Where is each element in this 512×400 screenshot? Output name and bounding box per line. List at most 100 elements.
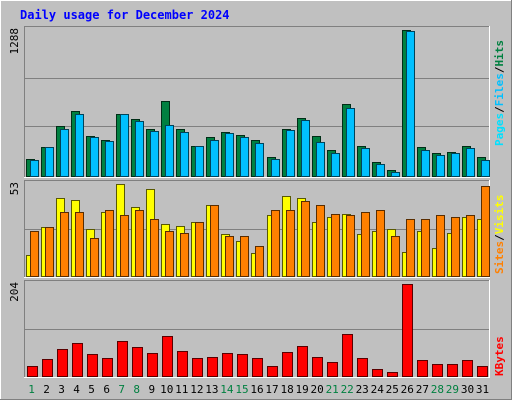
x-tick-30: 30 [461,383,474,396]
legend-bottom-part-0: KBytes [493,336,506,376]
bar-kbytes-3 [57,349,68,377]
bar-sites-29 [451,217,460,277]
bar-files-3 [60,129,69,177]
bar-kbytes-21 [327,362,338,377]
x-tick-8: 8 [133,383,140,396]
bar-files-24 [376,164,385,177]
bar-sites-2 [45,227,54,277]
legend-top-part-0: Pages [493,113,506,146]
bar-sites-8 [135,210,144,277]
x-tick-16: 16 [250,383,263,396]
bar-files-28 [436,155,445,177]
bar-kbytes-16 [252,358,263,377]
bar-sites-14 [225,236,234,277]
bar-files-19 [301,120,310,177]
bar-sites-20 [316,205,325,277]
bar-sites-24 [376,210,385,277]
bar-sites-18 [286,210,295,277]
x-tick-3: 3 [58,383,65,396]
bar-files-29 [451,153,460,177]
bar-kbytes-17 [267,366,278,377]
bar-files-18 [286,130,295,177]
x-tick-20: 20 [310,383,323,396]
bar-kbytes-5 [87,354,98,377]
bar-sites-3 [60,212,69,277]
legend-bottom: KBytes [493,336,506,376]
bar-kbytes-20 [312,357,323,377]
x-tick-6: 6 [103,383,110,396]
legend-top-part-2: Files [493,73,506,106]
bar-kbytes-7 [117,341,128,377]
bar-kbytes-28 [432,364,443,377]
bar-sites-5 [90,238,99,277]
bar-files-7 [120,114,129,177]
bar-sites-16 [255,246,264,277]
bar-files-8 [135,121,144,177]
bar-kbytes-2 [42,359,53,377]
legend-middle-part-0: Sites [493,241,506,274]
bar-kbytes-1 [27,366,38,377]
bar-files-13 [210,140,219,177]
bar-sites-12 [195,222,204,277]
y-max-label-bottom: 204 [8,282,21,302]
bar-files-5 [90,137,99,177]
bar-files-25 [391,172,400,177]
panel-bottom: 204 KBytes [8,280,506,378]
x-tick-28: 28 [431,383,444,396]
bar-sites-9 [150,219,159,277]
bar-kbytes-15 [237,354,248,377]
bar-kbytes-12 [192,358,203,377]
bar-files-15 [240,137,249,177]
x-tick-5: 5 [88,383,95,396]
bar-sites-21 [331,214,340,277]
legend-top-part-4: Hits [493,40,506,67]
bar-files-14 [225,133,234,177]
bar-files-31 [481,160,490,177]
x-tick-1: 1 [28,383,35,396]
bar-files-11 [180,132,189,177]
bar-sites-11 [180,233,189,277]
bar-sites-31 [481,186,490,277]
y-max-label-top: 1288 [8,28,21,55]
bar-kbytes-29 [447,364,458,377]
bar-sites-27 [421,219,430,277]
bar-files-22 [346,108,355,177]
bar-sites-17 [271,210,280,277]
bar-kbytes-14 [222,353,233,377]
bar-sites-25 [391,236,400,277]
bar-files-9 [150,131,159,177]
bar-kbytes-11 [177,351,188,377]
x-tick-11: 11 [175,383,188,396]
x-tick-13: 13 [205,383,218,396]
legend-middle-part-2: Visits [493,195,506,235]
bar-sites-22 [346,215,355,277]
x-tick-10: 10 [160,383,173,396]
legend-top-part-3: / [493,66,506,73]
bar-kbytes-25 [387,372,398,377]
bar-kbytes-8 [132,347,143,377]
x-axis-labels: 1 2 3 4 5 6 7 8 9 10 11 12 13 14 15 16 17 18 19 20 21 22 23 24 2… [28,383,489,396]
legend-middle: Sites/Visits [493,195,506,275]
bar-sites-19 [301,201,310,277]
x-tick-25: 25 [386,383,399,396]
bar-files-10 [165,125,174,177]
bar-kbytes-26 [402,284,413,377]
x-tick-9: 9 [148,383,155,396]
bar-files-12 [195,146,204,177]
bar-files-27 [421,150,430,177]
bar-kbytes-4 [72,343,83,377]
x-tick-14: 14 [220,383,234,396]
legend-top-part-1: / [493,106,506,113]
x-tick-12: 12 [190,383,203,396]
x-tick-18: 18 [280,383,293,396]
x-tick-23: 23 [356,383,369,396]
x-tick-19: 19 [295,383,308,396]
x-tick-17: 17 [265,383,278,396]
bar-kbytes-22 [342,334,353,377]
bar-files-2 [45,147,54,177]
bar-sites-6 [105,210,114,277]
x-tick-26: 26 [401,383,414,396]
x-tick-29: 29 [446,383,459,396]
bar-sites-4 [75,212,84,277]
